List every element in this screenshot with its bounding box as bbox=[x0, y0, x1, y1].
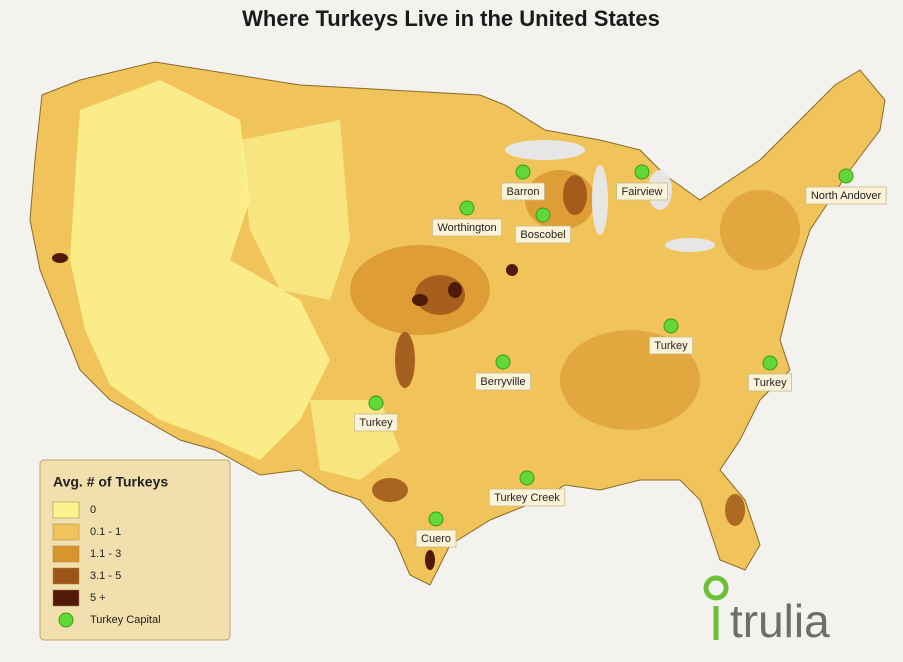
capital-dot bbox=[459, 200, 475, 216]
capital-label-box bbox=[805, 186, 887, 205]
region bbox=[425, 550, 435, 570]
lake-superior bbox=[505, 140, 585, 160]
region bbox=[52, 253, 68, 263]
capital-label-box bbox=[648, 336, 694, 355]
region bbox=[725, 494, 745, 526]
region bbox=[506, 264, 518, 276]
legend-swatch bbox=[52, 567, 80, 585]
capital-dot bbox=[663, 318, 679, 334]
capital-label: Worthington bbox=[437, 222, 496, 234]
legend-items: 0 0.1 - 1 1.1 - 3 3.1 - 5 5 + Turkey Capital bbox=[52, 501, 161, 628]
west-region bbox=[70, 80, 330, 460]
legend-swatch bbox=[52, 523, 80, 541]
capital-label-box bbox=[432, 218, 502, 237]
capital-dot bbox=[838, 168, 854, 184]
capital-marker: Worthington bbox=[432, 200, 502, 237]
legend-box bbox=[39, 459, 231, 641]
logo-pin bbox=[703, 575, 729, 601]
logo-text: trulia bbox=[730, 595, 830, 647]
capital-label: Turkey Creek bbox=[494, 492, 560, 504]
capital-label-box bbox=[415, 529, 457, 548]
legend-label: 3.1 - 5 bbox=[90, 570, 121, 582]
capital-label: North Andover bbox=[811, 190, 882, 202]
capital-dot bbox=[634, 164, 650, 180]
capital-marker: Turkey bbox=[353, 395, 399, 432]
capital-dot bbox=[428, 511, 444, 527]
capital-marker: Turkey Creek bbox=[488, 470, 566, 507]
capital-dot bbox=[762, 355, 778, 371]
capital-dot bbox=[515, 164, 531, 180]
legend-title: Avg. # of Turkeys bbox=[53, 474, 168, 490]
capital-dot bbox=[519, 470, 535, 486]
logo: trulia bbox=[703, 575, 830, 647]
region bbox=[448, 282, 462, 298]
legend-swatch bbox=[52, 545, 80, 563]
legend-label: 0 bbox=[90, 504, 96, 516]
capitals: Barron Fairview North Andover Worthingto… bbox=[353, 164, 887, 548]
capital-marker: Fairview bbox=[616, 164, 668, 201]
capital-marker: North Andover bbox=[805, 168, 887, 205]
capital-dot bbox=[535, 207, 551, 223]
legend: Avg. # of Turkeys 0 0.1 - 1 1.1 - 3 3.1 - 5… bbox=[39, 459, 231, 641]
legend-label: 1.1 - 3 bbox=[90, 548, 121, 560]
legend-label: 0.1 - 1 bbox=[90, 526, 121, 538]
capital-marker: Boscobel bbox=[514, 207, 572, 244]
legend-label: Turkey Capital bbox=[90, 614, 161, 626]
capital-marker: Turkey bbox=[648, 318, 694, 355]
capital-marker: Cuero bbox=[415, 511, 457, 548]
legend-swatch bbox=[52, 501, 80, 519]
capital-label: Fairview bbox=[622, 186, 663, 198]
capital-label: Turkey bbox=[359, 417, 393, 429]
capital-label: Barron bbox=[506, 186, 539, 198]
plains-region bbox=[240, 120, 350, 300]
lake-michigan bbox=[592, 165, 608, 235]
capital-dot bbox=[495, 354, 511, 370]
capital-marker: Barron bbox=[501, 164, 545, 201]
capital-marker: Turkey bbox=[747, 355, 793, 392]
us-map bbox=[29, 61, 886, 586]
region bbox=[412, 294, 428, 306]
region bbox=[720, 190, 800, 270]
legend-label: 5 + bbox=[90, 592, 106, 604]
capital-label: Berryville bbox=[480, 376, 525, 388]
capital-label-box bbox=[501, 182, 545, 201]
lake-erie bbox=[665, 238, 715, 252]
capital-label: Boscobel bbox=[520, 229, 565, 241]
region bbox=[560, 330, 700, 430]
region bbox=[395, 332, 415, 388]
legend-capital-dot bbox=[58, 612, 74, 628]
capital-label-box bbox=[616, 182, 668, 201]
capital-label: Cuero bbox=[421, 533, 451, 545]
capital-label-box bbox=[474, 372, 532, 391]
capital-dot bbox=[368, 395, 384, 411]
capital-label: Turkey bbox=[654, 340, 688, 352]
capital-label-box bbox=[353, 413, 399, 432]
capital-label: Turkey bbox=[753, 377, 787, 389]
capital-label-box bbox=[488, 488, 566, 507]
region bbox=[372, 478, 408, 502]
capital-label-box bbox=[514, 225, 572, 244]
region bbox=[563, 175, 587, 215]
capital-marker: Berryville bbox=[474, 354, 532, 391]
capital-label-box bbox=[747, 373, 793, 392]
title: Where Turkeys Live in the United States bbox=[242, 6, 660, 31]
legend-swatch bbox=[52, 589, 80, 607]
